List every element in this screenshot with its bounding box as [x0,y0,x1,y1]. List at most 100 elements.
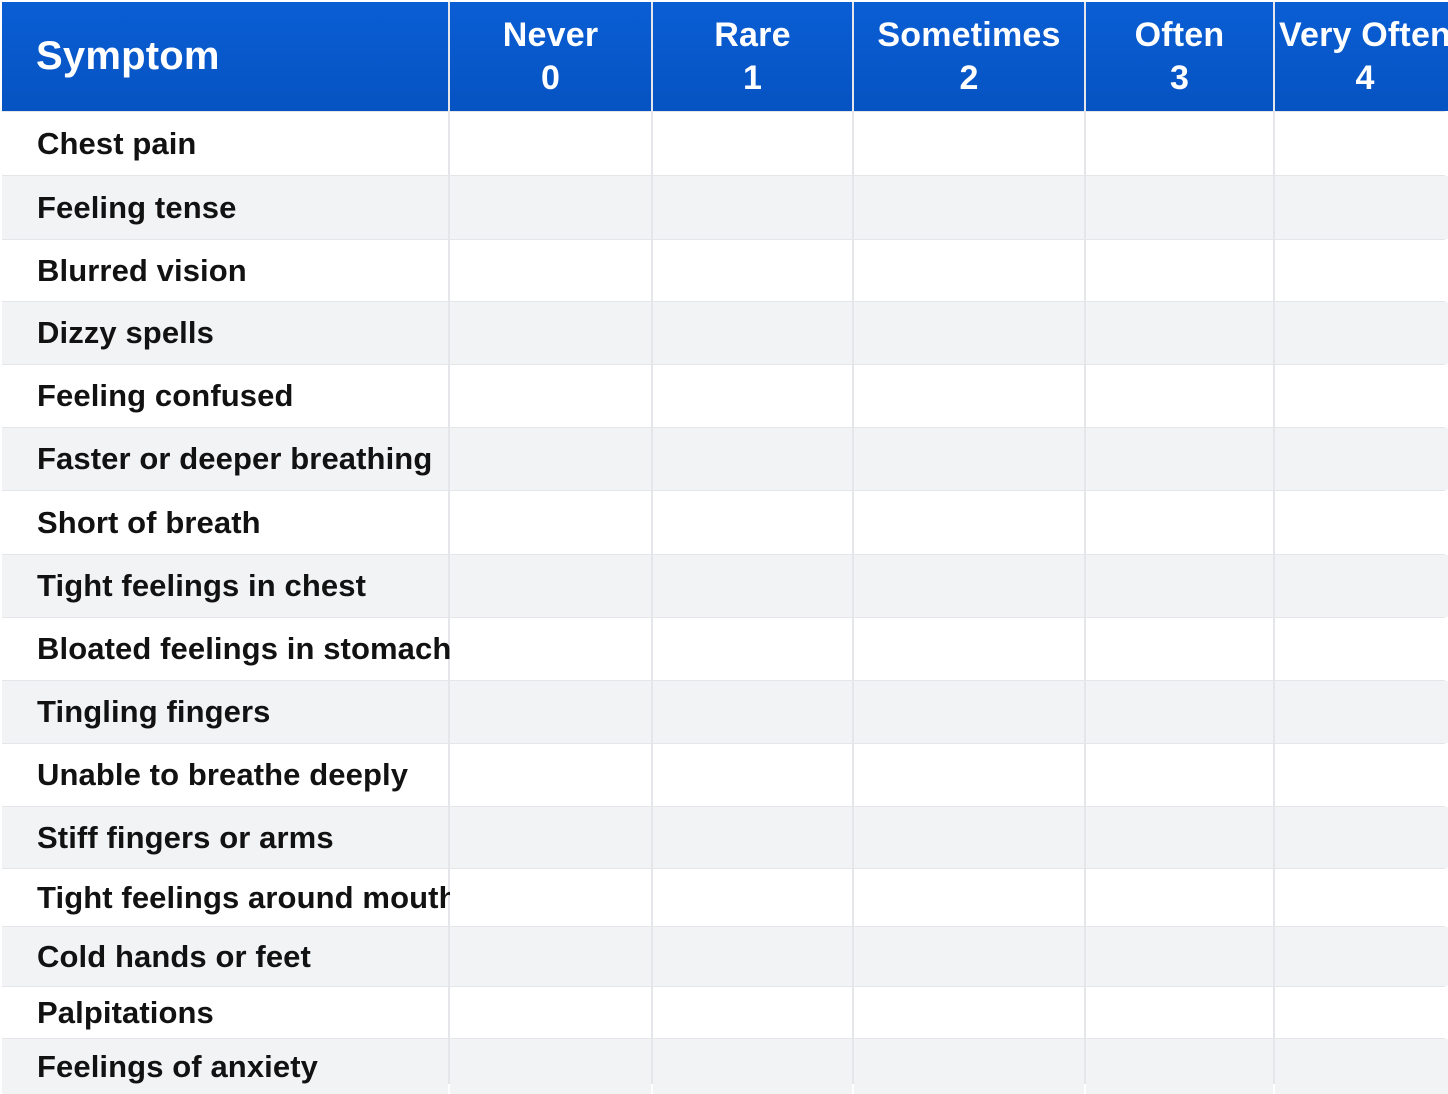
rating-cell-rare[interactable] [653,744,852,806]
header-sometimes: Sometimes 2 [854,2,1084,111]
rating-cell-sometimes[interactable] [854,987,1084,1038]
rating-cell-sometimes[interactable] [854,428,1084,490]
rating-cell-never[interactable] [450,176,651,239]
rating-cell-very-often[interactable] [1275,365,1448,427]
rating-cell-very-often[interactable] [1275,555,1448,617]
header-symptom: Symptom [2,2,448,111]
rating-cell-rare[interactable] [653,555,852,617]
symptom-label: Dizzy spells [2,302,448,364]
rating-cell-rare[interactable] [653,1039,852,1094]
rating-cell-sometimes[interactable] [854,365,1084,427]
rating-cell-sometimes[interactable] [854,112,1084,175]
rating-cell-never[interactable] [450,927,651,986]
rating-cell-very-often[interactable] [1275,987,1448,1038]
rating-cell-very-often[interactable] [1275,112,1448,175]
rating-cell-often[interactable] [1086,987,1273,1038]
rating-cell-sometimes[interactable] [854,491,1084,554]
rating-cell-often[interactable] [1086,618,1273,680]
rating-cell-rare[interactable] [653,869,852,926]
header-rare: Rare 1 [653,2,852,111]
rating-cell-sometimes[interactable] [854,302,1084,364]
rating-cell-very-often[interactable] [1275,618,1448,680]
header-rare-label: Rare [714,15,791,54]
rating-cell-often[interactable] [1086,927,1273,986]
rating-cell-rare[interactable] [653,618,852,680]
rating-cell-often[interactable] [1086,744,1273,806]
rating-cell-sometimes[interactable] [854,869,1084,926]
rating-cell-rare[interactable] [653,927,852,986]
rating-cell-often[interactable] [1086,428,1273,490]
rating-cell-sometimes[interactable] [854,927,1084,986]
rating-cell-often[interactable] [1086,491,1273,554]
rating-cell-often[interactable] [1086,681,1273,743]
header-often-score: 3 [1169,58,1190,97]
rating-cell-sometimes[interactable] [854,176,1084,239]
rating-cell-very-often[interactable] [1275,240,1448,301]
rating-cell-often[interactable] [1086,555,1273,617]
rating-cell-rare[interactable] [653,302,852,364]
rating-cell-rare[interactable] [653,987,852,1038]
header-never-score: 0 [540,58,561,97]
rating-cell-very-often[interactable] [1275,176,1448,239]
rating-cell-very-often[interactable] [1275,428,1448,490]
symptom-label: Bloated feelings in stomach [2,618,451,680]
rating-cell-very-often[interactable] [1275,681,1448,743]
rating-cell-never[interactable] [450,302,651,364]
rating-cell-very-often[interactable] [1275,302,1448,364]
rating-cell-very-often[interactable] [1275,869,1448,926]
symptom-label: Feeling tense [2,176,448,239]
rating-cell-sometimes[interactable] [854,681,1084,743]
rating-cell-never[interactable] [450,744,651,806]
rating-cell-sometimes[interactable] [854,240,1084,301]
symptom-label: Feelings of anxiety [2,1039,448,1094]
rating-cell-rare[interactable] [653,681,852,743]
symptom-label: Cold hands or feet [2,927,448,986]
rating-cell-rare[interactable] [653,112,852,175]
header-very-often: Very Often 4 [1275,2,1448,111]
rating-cell-often[interactable] [1086,1039,1273,1094]
rating-cell-never[interactable] [450,807,651,868]
rating-cell-sometimes[interactable] [854,618,1084,680]
rating-cell-never[interactable] [450,555,651,617]
rating-cell-often[interactable] [1086,176,1273,239]
rating-cell-very-often[interactable] [1275,491,1448,554]
rating-cell-rare[interactable] [653,240,852,301]
rating-cell-never[interactable] [450,681,651,743]
rating-cell-very-often[interactable] [1275,927,1448,986]
symptom-label: Blurred vision [2,240,448,301]
rating-cell-very-often[interactable] [1275,1039,1448,1094]
rating-cell-never[interactable] [450,987,651,1038]
rating-cell-never[interactable] [450,240,651,301]
rating-cell-often[interactable] [1086,365,1273,427]
rating-cell-very-often[interactable] [1275,744,1448,806]
rating-cell-rare[interactable] [653,807,852,868]
rating-cell-sometimes[interactable] [854,744,1084,806]
rating-cell-often[interactable] [1086,302,1273,364]
rating-cell-never[interactable] [450,112,651,175]
rating-cell-never[interactable] [450,365,651,427]
header-often-label: Often [1134,15,1225,54]
rating-cell-never[interactable] [450,618,651,680]
rating-cell-often[interactable] [1086,807,1273,868]
rating-cell-rare[interactable] [653,176,852,239]
symptom-label: Faster or deeper breathing [2,428,448,490]
symptom-label: Tight feelings in chest [2,555,448,617]
rating-cell-never[interactable] [450,491,651,554]
rating-cell-very-often[interactable] [1275,807,1448,868]
header-rare-score: 1 [742,58,763,97]
rating-cell-never[interactable] [450,1039,651,1094]
rating-cell-often[interactable] [1086,240,1273,301]
rating-cell-often[interactable] [1086,112,1273,175]
rating-cell-rare[interactable] [653,491,852,554]
rating-cell-sometimes[interactable] [854,555,1084,617]
rating-cell-sometimes[interactable] [854,1039,1084,1094]
rating-cell-often[interactable] [1086,869,1273,926]
rating-cell-never[interactable] [450,428,651,490]
header-symptom-label: Symptom [36,34,220,78]
symptom-label: Short of breath [2,491,448,554]
header-very-often-label: Very Often [1278,15,1448,54]
rating-cell-rare[interactable] [653,365,852,427]
rating-cell-never[interactable] [450,869,651,926]
rating-cell-sometimes[interactable] [854,807,1084,868]
rating-cell-rare[interactable] [653,428,852,490]
